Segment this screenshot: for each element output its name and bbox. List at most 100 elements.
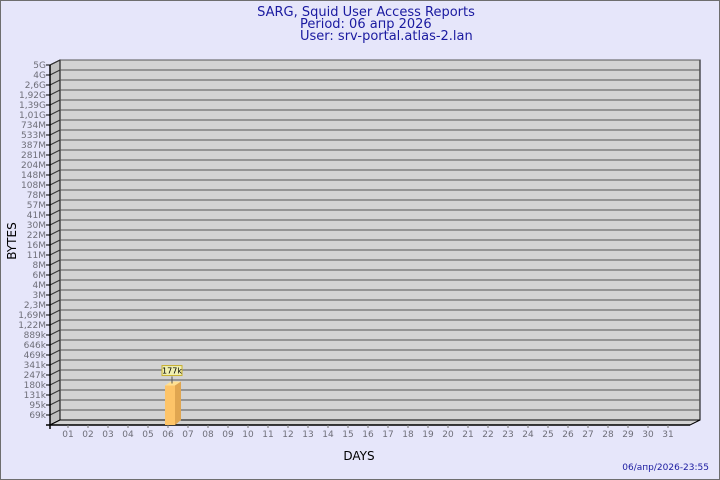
- gridline-side: [49, 259, 61, 266]
- generated-timestamp: 06/апр/2026-23:55: [622, 463, 709, 473]
- gridline-side: [49, 319, 61, 326]
- y-tick-label: 78M: [27, 191, 46, 201]
- gridline-side: [49, 269, 61, 276]
- y-tick-label: 95k: [29, 401, 46, 411]
- chart-period: Period: 06 апр 2026: [300, 17, 432, 32]
- x-tick-label: 31: [662, 430, 673, 440]
- x-tick-label: 21: [462, 430, 473, 440]
- gridline-side: [49, 159, 61, 166]
- y-tick-label: 4G: [33, 71, 46, 81]
- gridline-side: [49, 409, 61, 416]
- gridline-side: [49, 119, 61, 126]
- x-tick-label: 09: [222, 430, 234, 440]
- y-tick-label: 1,69M: [18, 311, 46, 321]
- y-tick-label: 646k: [24, 341, 47, 351]
- gridline-side: [49, 99, 61, 106]
- gridline-side: [49, 149, 61, 156]
- y-tick-label: 1,92G: [19, 91, 46, 101]
- y-tick-label: 148M: [21, 171, 46, 181]
- x-tick-label: 15: [342, 430, 353, 440]
- gridline-side: [49, 169, 61, 176]
- x-tick-label: 13: [302, 430, 313, 440]
- bar-06: [165, 385, 175, 425]
- y-tick-label: 1,01G: [19, 111, 46, 121]
- y-tick-label: 387M: [21, 141, 46, 151]
- chart-title: SARG, Squid User Access Reports: [257, 5, 475, 20]
- y-tick-label: 57M: [27, 201, 46, 211]
- bar-top: [165, 381, 181, 386]
- x-tick-label: 08: [202, 430, 214, 440]
- gridline-side: [49, 139, 61, 146]
- y-tick-label: 734M: [21, 121, 46, 131]
- y-tick-label: 6M: [33, 271, 47, 281]
- y-tick-label: 30M: [27, 221, 46, 231]
- y-tick-label: 3M: [33, 291, 47, 301]
- y-tick-label: 1,22M: [18, 321, 46, 331]
- y-tick-label: 341k: [24, 361, 47, 371]
- gridline-side: [49, 389, 61, 396]
- data-label-box: [161, 365, 183, 377]
- y-tick-label: 108M: [21, 181, 46, 191]
- x-tick-label: 17: [382, 430, 393, 440]
- y-tick-label: 11M: [27, 251, 46, 261]
- y-tick-label: 889k: [24, 331, 47, 341]
- gridline-side: [49, 59, 61, 66]
- gridline-side: [49, 179, 61, 186]
- x-tick-label: 25: [542, 430, 553, 440]
- y-tick-label: 2,6G: [25, 81, 46, 91]
- gridline-side: [49, 299, 61, 306]
- gridline-side: [49, 309, 61, 316]
- x-tick-label: 14: [322, 430, 334, 440]
- x-tick-label: 07: [182, 430, 193, 440]
- y-tick-label: 469k: [24, 351, 47, 361]
- gridline-side: [49, 199, 61, 206]
- y-axis-label: BYTES: [5, 222, 19, 259]
- y-axis-ticks: 5G4G2,6G1,92G1,39G1,01G734M533M387M281M2…: [18, 61, 50, 421]
- gridline-side: [49, 399, 61, 406]
- gridline-side: [49, 209, 61, 216]
- y-tick-label: 1,39G: [19, 101, 46, 111]
- x-axis-ticks: 01 02 03 04 05 06 07 08 09 10 11 12 13 14 15 16 17 18 19 20…: [62, 425, 674, 440]
- gridline-side: [49, 79, 61, 86]
- gridline-side: [49, 289, 61, 296]
- gridline-side: [49, 379, 61, 386]
- x-tick-label: 23: [502, 430, 513, 440]
- y-tick-label: 5G: [33, 61, 46, 71]
- y-tick-label: 131k: [24, 391, 47, 401]
- x-tick-label: 12: [282, 430, 293, 440]
- x-tick-label: 06: [162, 430, 174, 440]
- x-axis-label: DAYS: [343, 449, 374, 463]
- x-tick-label: 20: [442, 430, 454, 440]
- gridline-side: [49, 359, 61, 366]
- y-tick-label: 8M: [33, 261, 47, 271]
- x-tick-label: 16: [362, 430, 374, 440]
- x-tick-label: 26: [562, 430, 574, 440]
- x-tick-label: 22: [482, 430, 493, 440]
- x-tick-label: 11: [262, 430, 273, 440]
- x-tick-label: 29: [622, 430, 634, 440]
- bars: 177k: [161, 365, 183, 425]
- bar-side: [175, 381, 181, 425]
- y-tick-label: 180k: [24, 381, 47, 391]
- y-tick-label: 281M: [21, 151, 46, 161]
- chart-user: User: srv-portal.atlas-2.lan: [300, 29, 473, 44]
- x-tick-label: 10: [242, 430, 254, 440]
- gridline-side: [49, 329, 61, 336]
- y-tick-label: 16M: [27, 241, 46, 251]
- x-tick-label: 04: [122, 430, 134, 440]
- gridline-side: [49, 189, 61, 196]
- gridline-side: [49, 369, 61, 376]
- x-tick-label: 05: [142, 430, 153, 440]
- gridline-side: [49, 349, 61, 356]
- y-tick-label: 247k: [24, 371, 47, 381]
- x-tick-label: 01: [62, 430, 73, 440]
- y-tick-label: 204M: [21, 161, 46, 171]
- y-tick-label: 4M: [33, 281, 47, 291]
- gridline-side: [49, 279, 61, 286]
- x-tick-label: 24: [522, 430, 534, 440]
- x-tick-label: 19: [422, 430, 434, 440]
- y-tick-label: 69k: [29, 411, 46, 421]
- gridline-side: [49, 129, 61, 136]
- y-tick-label: 22M: [27, 231, 46, 241]
